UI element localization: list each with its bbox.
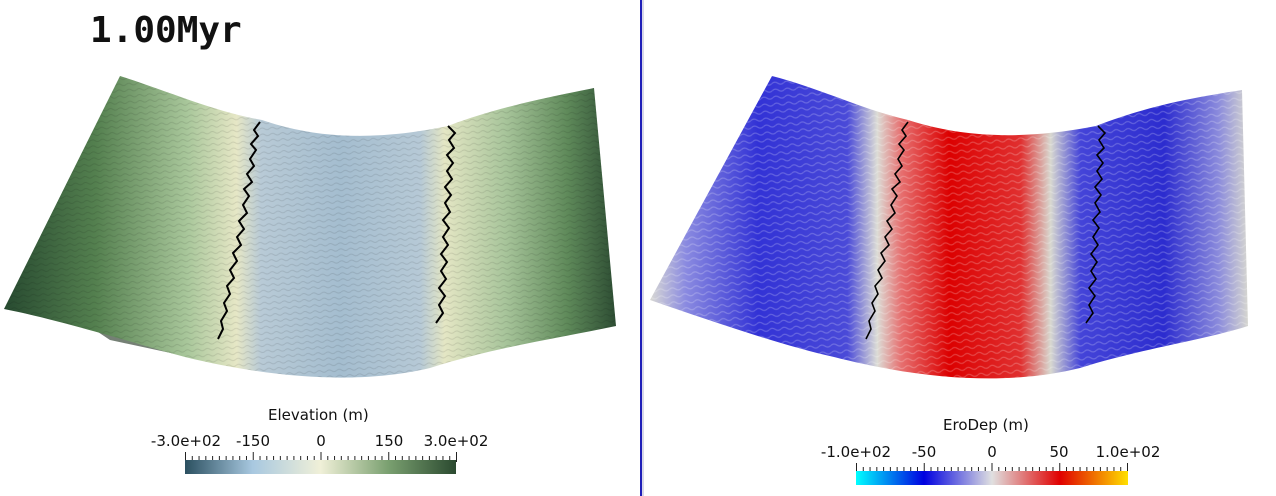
elevation-view[interactable]: 1.00Myr Elevation (m) -3.0e+02 -150 0 15… [0,0,639,496]
shoreline-right [435,125,457,324]
colorbar-tick-label: 50 [1049,443,1069,461]
colorbar-gradient [856,471,1128,485]
colorbar-tick-label: -3.0e+02 [150,432,222,450]
elevation-surface[interactable] [0,0,639,496]
elevation-texture [4,76,616,378]
shoreline-right [1085,125,1107,324]
erodep-texture [650,76,1248,379]
colorbar-tick-label: 0 [316,432,326,450]
colorbar-tick-label: 1.0e+02 [1095,443,1161,461]
view-splitter[interactable] [639,0,644,496]
colorbar-tick-label: -150 [235,432,271,450]
time-label: 1.00Myr [90,10,242,51]
colorbar-tick-label: 0 [987,443,997,461]
colorbar-gradient [185,460,456,474]
colorbar-tick-label: 3.0e+02 [423,432,489,450]
colorbar-title: EroDep (m) [943,416,1029,434]
shoreline-left [865,121,909,340]
erodep-surface[interactable] [644,0,1276,496]
colorbar-title: Elevation (m) [268,406,369,424]
colorbar-tick-label: -1.0e+02 [820,443,892,461]
colorbar-tick-label: 150 [374,432,404,450]
erodep-view[interactable]: EroDep (m) -1.0e+02 -50 0 50 1.0e+02 [644,0,1276,496]
colorbar-tick-label: -50 [911,443,937,461]
shoreline-left [217,121,261,340]
